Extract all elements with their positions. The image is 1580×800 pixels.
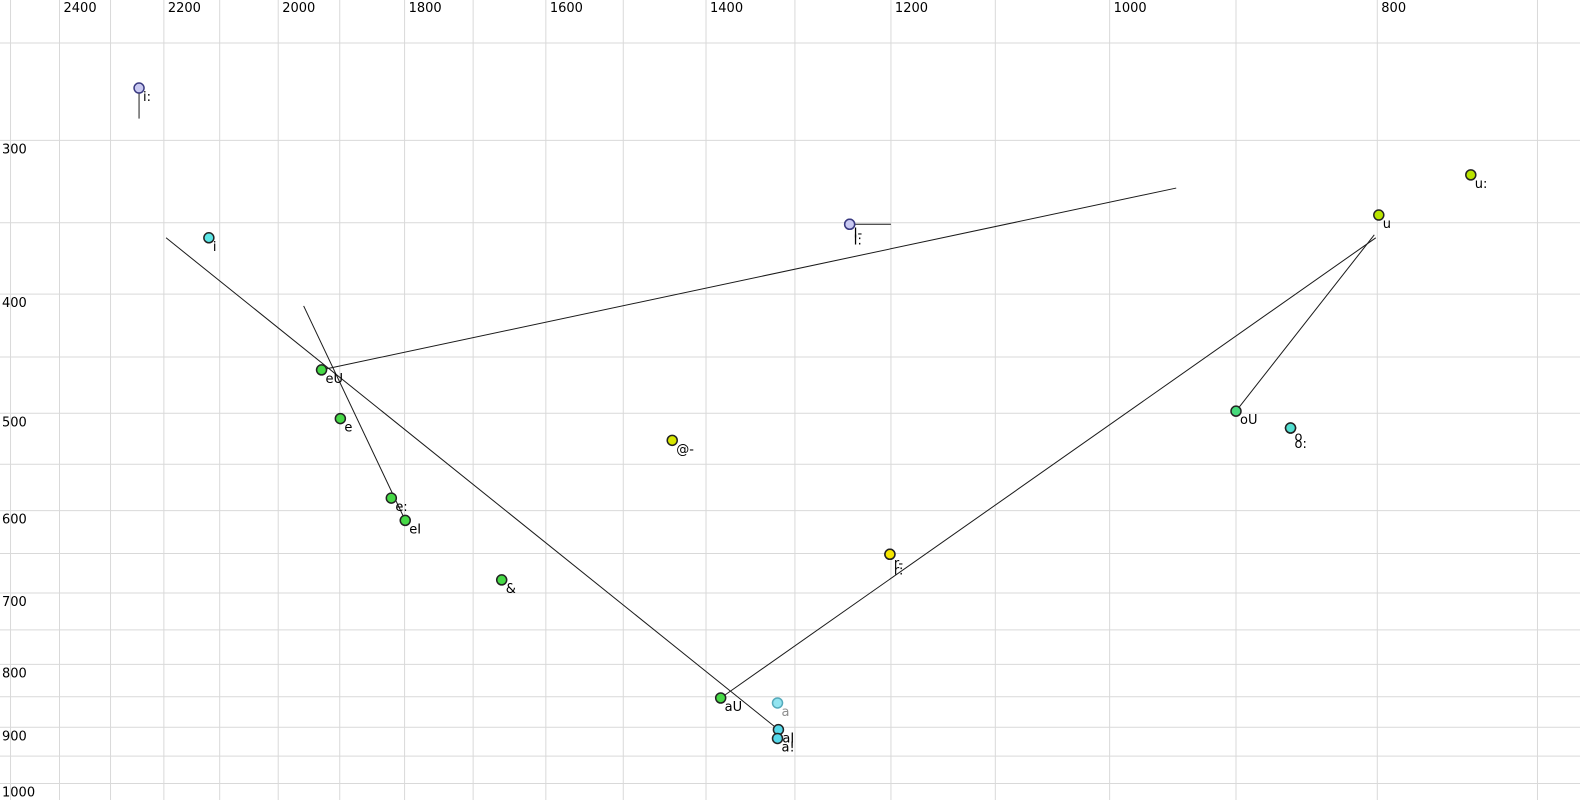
y-tick-label-500: 500: [2, 415, 27, 430]
vowel-point-I:[interactable]: [843, 218, 856, 231]
vowel-point-a[interactable]: [771, 697, 784, 709]
vowel-point-a![interactable]: [771, 732, 784, 745]
y-tick-label-300: 300: [2, 142, 27, 157]
x-tick-label-2200: 2200: [168, 1, 201, 16]
trajectory-aU: [720, 237, 1377, 699]
vowel-point-label-i: i: [213, 240, 217, 255]
vowel-point-label-oU: oU: [1240, 413, 1257, 428]
y-tick-label-600: 600: [2, 513, 27, 528]
vowel-point-label-r-: r-: [894, 556, 904, 571]
vowel-point-label-r:: r:: [894, 563, 904, 578]
vowel-point-eU[interactable]: [315, 364, 328, 376]
y-tick-label-1000: 1000: [2, 786, 35, 800]
vowel-point-label-a!: a!: [782, 740, 795, 755]
vowel-point-u[interactable]: [1373, 209, 1385, 221]
y-tick-label-900: 900: [2, 729, 27, 744]
trajectory-eI: [303, 305, 406, 521]
x-tick-label-2000: 2000: [282, 1, 315, 16]
vowel-point-label-eU: eU: [326, 372, 344, 387]
vowel-point-label-I-: I-: [854, 226, 863, 241]
y-tick-label-400: 400: [2, 296, 27, 311]
y-tick-label-700: 700: [2, 595, 27, 610]
vowel-point-label-eI: eI: [409, 522, 421, 537]
vowel-point-oU[interactable]: [1230, 405, 1242, 417]
vowel-point-label-aU: aU: [725, 700, 742, 715]
vowel-point-o:[interactable]: [1284, 422, 1297, 434]
vowel-point-u:[interactable]: [1465, 169, 1477, 181]
vowel-point-i:[interactable]: [133, 82, 145, 94]
x-tick-label-800: 800: [1381, 1, 1406, 16]
vowel-point-label-aI: aI: [782, 732, 794, 747]
vowel-point-label-&: &: [506, 582, 516, 597]
vowel-point-e[interactable]: [334, 412, 347, 425]
vowel-point-&[interactable]: [495, 574, 508, 586]
x-tick-label-1400: 1400: [710, 1, 743, 16]
vowel-point-label-e:: e:: [395, 500, 407, 515]
x-tick-label-2400: 2400: [64, 1, 97, 16]
vowel-point-label-o: o: [1295, 430, 1303, 445]
vowel-point-label-o:: o:: [1295, 437, 1307, 452]
vowel-point-@-[interactable]: [666, 434, 678, 447]
trajectory-oU: [1235, 234, 1375, 412]
trajectory-eU: [321, 187, 1177, 371]
vowel-point-r:[interactable]: [884, 548, 896, 561]
vowel-point-i[interactable]: [203, 232, 215, 244]
x-tick-label-1600: 1600: [550, 1, 583, 16]
vowel-point-e:[interactable]: [385, 492, 398, 504]
vowel-point-label-@-: @-: [676, 442, 694, 457]
y-tick-label-800: 800: [2, 666, 27, 681]
vowel-point-eI[interactable]: [399, 514, 411, 527]
vowel-point-label-u: u: [1383, 217, 1391, 232]
vowel-point-label-u:: u:: [1475, 177, 1488, 192]
x-tick-label-1200: 1200: [895, 1, 928, 16]
x-tick-label-1800: 1800: [409, 1, 442, 16]
vowel-point-aU[interactable]: [714, 692, 727, 704]
vowel-point-label-e: e: [344, 421, 352, 436]
x-tick-label-1000: 1000: [1114, 1, 1147, 16]
trajectory-aI: [165, 237, 779, 731]
vowel-point-label-a: a: [782, 705, 790, 720]
vowel-point-label-i:: i:: [143, 90, 151, 105]
vowel-point-label-I:: I:: [854, 233, 862, 248]
